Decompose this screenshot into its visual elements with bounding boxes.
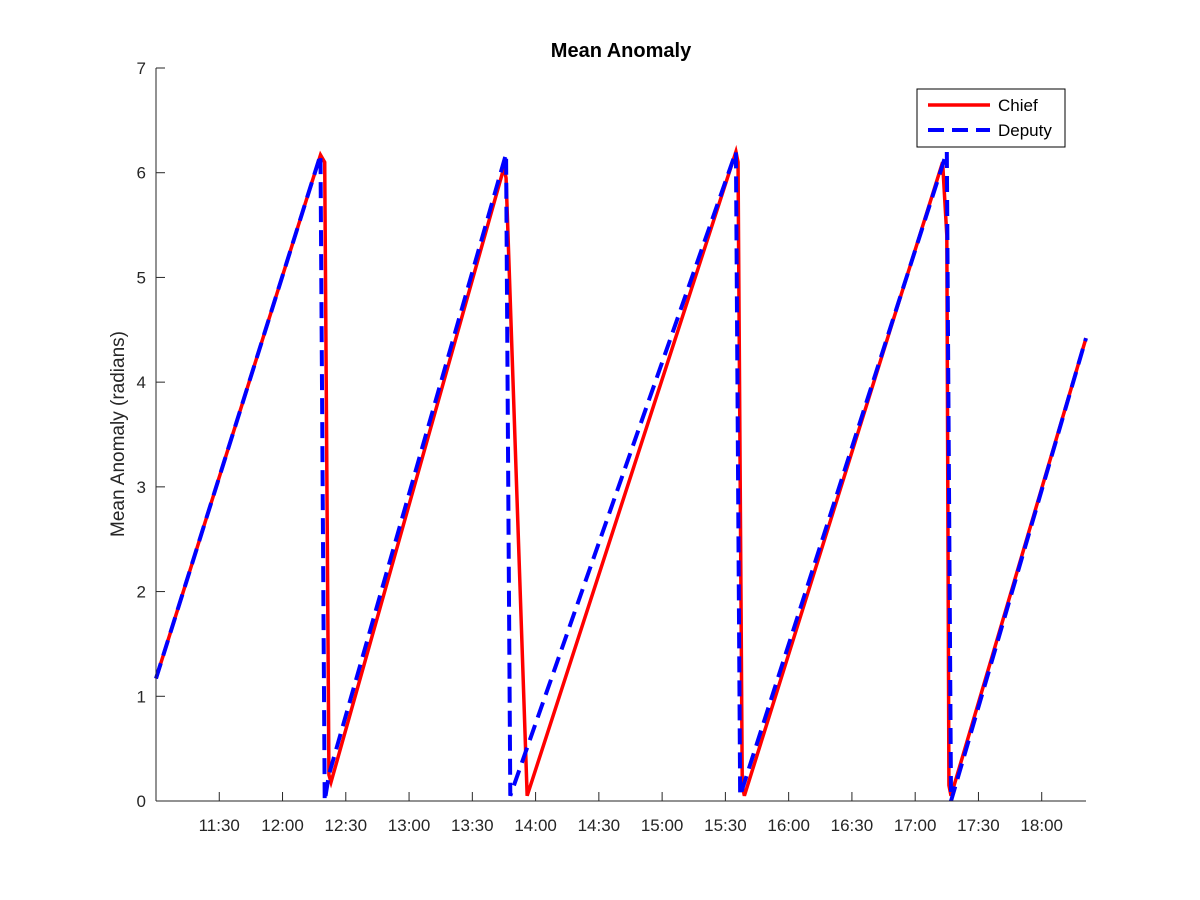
x-tick-label: 13:30 [451, 816, 494, 835]
x-tick-label: 12:00 [261, 816, 304, 835]
series-line-deputy [154, 151, 1088, 802]
y-axis-label: Mean Anomaly (radians) [108, 331, 129, 537]
x-tick-label: 12:30 [325, 816, 368, 835]
legend-label-deputy: Deputy [998, 121, 1052, 140]
x-tick-label: 16:30 [831, 816, 874, 835]
x-tick-label: 15:00 [641, 816, 684, 835]
series-layer [154, 144, 1088, 802]
y-tick-label: 1 [137, 687, 146, 706]
x-tick-label: 13:00 [388, 816, 431, 835]
x-tick-label: 18:00 [1020, 816, 1063, 835]
y-tick-label: 0 [137, 792, 146, 811]
x-tick-label: 14:00 [514, 816, 557, 835]
y-tick-label: 2 [137, 583, 146, 602]
x-tick-label: 16:00 [767, 816, 810, 835]
legend-box [916, 88, 1066, 148]
x-tick-label: 14:30 [578, 816, 621, 835]
legend-entries: Chief Deputy [928, 96, 1052, 140]
legend-label-chief: Chief [998, 96, 1038, 115]
x-tick-label: 17:00 [894, 816, 937, 835]
y-tick-label: 5 [137, 268, 146, 287]
y-tick-label: 3 [137, 478, 146, 497]
x-tick-label: 11:30 [199, 816, 240, 835]
y-tick-label: 7 [137, 59, 146, 78]
x-tick-label: 15:30 [704, 816, 747, 835]
y-tick-label: 4 [137, 373, 146, 392]
x-tick-label: 17:30 [957, 816, 1000, 835]
chart-title: Mean Anomaly [551, 40, 692, 62]
axes-layer: 0 1 2 3 4 5 6 7 11:30 12:00 12:30 13:00 13:30 14:00 14… [137, 59, 1086, 835]
y-tick-label: 6 [137, 164, 146, 183]
legend: Chief Deputy [916, 88, 1066, 148]
